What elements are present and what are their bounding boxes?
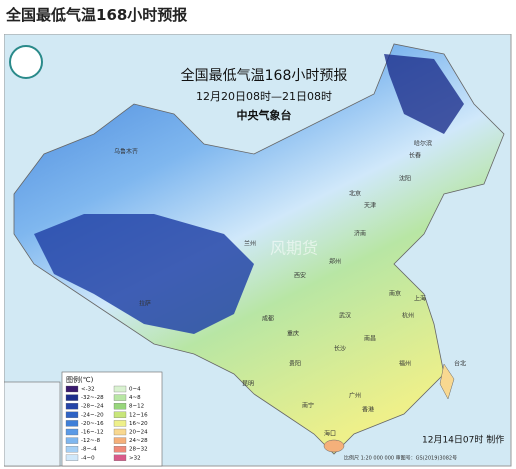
city-label: 郑州 xyxy=(329,258,341,266)
map-issuer: 中央气象台 xyxy=(237,108,292,122)
legend-swatch xyxy=(65,385,79,393)
map-footer: 比例尺 1:20 000 000 审图号：GS(2019)3082号 xyxy=(344,455,457,462)
legend-swatch xyxy=(113,428,127,436)
hainan xyxy=(323,439,345,453)
city-label: 香港 xyxy=(362,406,374,414)
city-label: 兰州 xyxy=(244,240,256,248)
legend-swatch xyxy=(113,385,127,393)
legend-swatch xyxy=(113,437,127,444)
city-label: 广州 xyxy=(349,392,361,400)
city-label: 福州 xyxy=(399,360,411,368)
cities: 乌鲁木齐 哈尔滨 长春 沈阳 北京 天津 济南 郑州 西安 兰州 拉萨 成都 重… xyxy=(114,140,466,438)
city-label: 长沙 xyxy=(334,345,346,353)
legend-swatch xyxy=(113,394,127,401)
city-label: 昆明 xyxy=(242,381,254,388)
south-china-sea-inset xyxy=(4,381,61,467)
map-title: 全国最低气温168小时预报 xyxy=(181,67,348,84)
city-label: 杭州 xyxy=(402,312,414,320)
legend-swatch xyxy=(113,411,127,418)
legend-label: 24~28 xyxy=(129,438,148,444)
city-label: 海口 xyxy=(324,430,336,438)
legend-label: 28~32 xyxy=(129,447,148,453)
city-label: 沈阳 xyxy=(399,175,411,183)
legend-swatch xyxy=(65,454,79,461)
plateau-cold xyxy=(34,214,254,334)
made-time: 12月14日07时 制作 xyxy=(422,434,504,446)
legend-label: -16~-12 xyxy=(81,430,104,436)
legend-label: -4~0 xyxy=(81,455,95,461)
city-label: 哈尔滨 xyxy=(414,140,432,148)
city-label: 台北 xyxy=(454,360,466,368)
legend-label: 20~24 xyxy=(129,430,148,436)
legend-title: 图例(℃) xyxy=(66,375,94,384)
legend-label: -28~-24 xyxy=(81,404,104,410)
city-label: 南昌 xyxy=(364,335,376,343)
legend-label: -24~-20 xyxy=(81,412,104,418)
map-period: 12月20日08时—21日08时 xyxy=(196,90,332,103)
city-label: 南宁 xyxy=(302,402,314,410)
legend-swatch xyxy=(113,454,127,461)
header-title: 全国最低气温168小时预报 xyxy=(6,6,188,24)
city-label: 西安 xyxy=(294,272,306,280)
northeast-cold xyxy=(384,54,464,134)
logo xyxy=(9,45,43,79)
legend-box xyxy=(61,371,163,467)
city-label: 重庆 xyxy=(287,330,299,338)
legend: 图例(℃) <-32 -32~-28 -28~-24 -24~-20 -20~-16 -1… xyxy=(61,371,163,467)
legend-label: -8~-4 xyxy=(81,447,97,453)
taiwan xyxy=(439,363,455,400)
legend-label: -20~-16 xyxy=(81,421,104,427)
city-label: 拉萨 xyxy=(139,300,151,308)
legend-label: -32~-28 xyxy=(81,395,104,401)
map: 全国最低气温168小时预报 12月20日08时—21日08时 中央气象台 风期货… xyxy=(4,34,512,467)
legend-label: 4~8 xyxy=(129,395,141,401)
legend-label: 12~16 xyxy=(129,412,148,418)
city-label: 成都 xyxy=(262,315,274,323)
city-label: 南京 xyxy=(389,290,401,298)
legend-label: -12~-8 xyxy=(81,438,101,444)
legend-label: 16~20 xyxy=(129,421,148,427)
legend-swatch xyxy=(113,420,127,427)
watermark: 风期货 xyxy=(270,239,318,258)
china-land xyxy=(13,43,505,455)
legend-swatch xyxy=(65,394,79,401)
city-label: 武汉 xyxy=(339,312,351,320)
city-label: 上海 xyxy=(414,295,426,303)
legend-swatch xyxy=(65,446,79,453)
city-label: 乌鲁木齐 xyxy=(114,148,138,156)
legend-label: 0~4 xyxy=(129,387,141,393)
city-label: 贵阳 xyxy=(289,360,301,368)
legend-swatch xyxy=(65,428,79,436)
legend-label: 8~12 xyxy=(129,404,144,410)
legend-swatch xyxy=(65,403,79,410)
legend-swatch xyxy=(113,403,127,410)
legend-label: <-32 xyxy=(81,387,95,393)
legend-label: >32 xyxy=(129,455,141,461)
legend-swatch xyxy=(65,411,79,418)
city-label: 北京 xyxy=(349,190,361,198)
legend-swatch xyxy=(65,420,79,427)
city-label: 济南 xyxy=(354,230,366,238)
legend-swatch xyxy=(113,446,127,453)
city-label: 长春 xyxy=(409,152,421,160)
city-label: 天津 xyxy=(364,203,376,210)
legend-swatch xyxy=(65,437,79,444)
